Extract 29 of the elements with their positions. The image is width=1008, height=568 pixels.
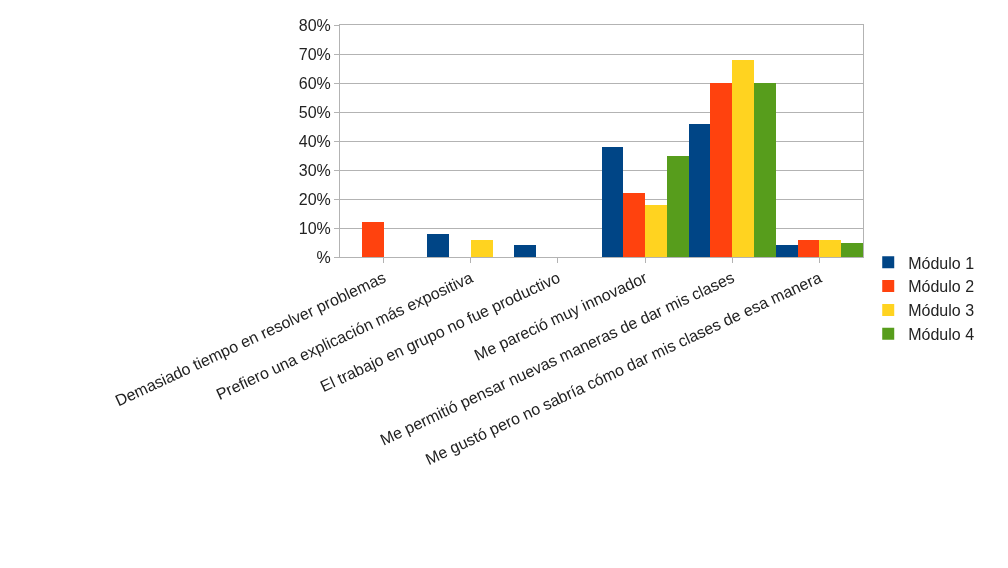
y-tick-label: 40% [298, 132, 331, 150]
bar [819, 240, 841, 257]
y-tick-label: % [316, 248, 331, 266]
y-tick-label: 60% [298, 74, 331, 92]
bar [841, 243, 863, 257]
y-tick-label: 20% [298, 190, 331, 208]
bar [645, 205, 667, 257]
bar [776, 245, 798, 257]
y-tick-label: 10% [298, 219, 331, 237]
y-tick-label: 70% [298, 45, 331, 63]
bar [427, 234, 449, 257]
bar [798, 240, 819, 257]
bar [514, 245, 536, 257]
bar [732, 60, 754, 257]
bar [602, 147, 623, 257]
bar [710, 83, 732, 257]
bar [471, 240, 493, 257]
legend-label: Módulo 1 [908, 254, 975, 272]
legend-label: Módulo 4 [908, 325, 975, 343]
legend-label: Módulo 3 [908, 302, 975, 320]
bar [667, 156, 689, 257]
y-tick-label: 50% [298, 103, 331, 121]
bar [754, 83, 776, 257]
bar [623, 193, 645, 257]
bar [689, 124, 710, 257]
y-tick-label: 80% [298, 16, 331, 34]
legend-label: Módulo 2 [908, 278, 975, 296]
y-tick-label: 30% [298, 161, 331, 179]
bar [362, 222, 384, 257]
